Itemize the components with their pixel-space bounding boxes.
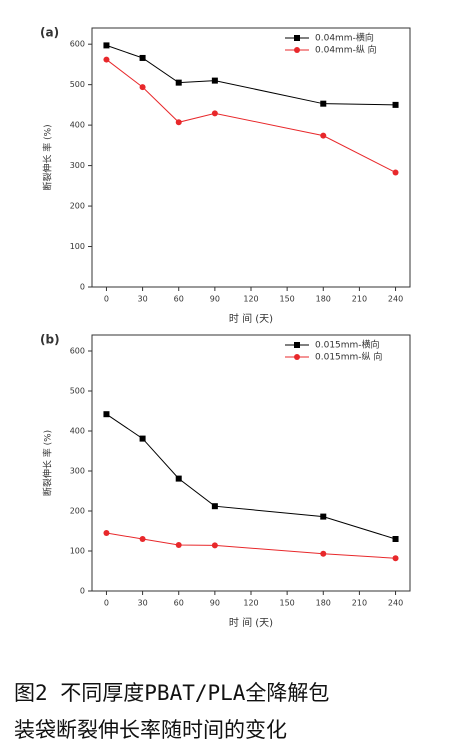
marker [392,555,399,562]
y-tick-label: 500 [70,387,85,396]
y-tick-label: 600 [70,347,85,356]
legend-label: 0.015mm-纵 向 [315,351,382,363]
marker [392,169,399,176]
x-tick-label: 60 [174,295,184,304]
panel-label: (b) [40,333,60,347]
x-tick-label: 90 [210,599,220,608]
caption-line: 装袋断裂伸长率随时间的变化 [14,718,287,742]
marker [211,503,218,510]
x-tick-label: 0 [104,599,109,608]
y-tick-label: 400 [70,121,85,130]
marker [139,435,146,442]
marker [175,119,182,126]
marker [139,84,146,91]
marker [211,77,218,84]
x-tick-label: 60 [174,599,184,608]
marker [320,132,327,139]
marker [175,475,182,482]
legend-marker [294,342,300,348]
y-tick-label: 200 [70,202,85,211]
marker [139,536,146,542]
marker [103,42,110,49]
marker [320,550,327,557]
y-tick-label: 600 [70,40,85,49]
legend-marker [294,47,300,53]
x-tick-label: 240 [388,295,403,304]
plot-frame [91,334,411,592]
x-tick-label: 90 [210,295,220,304]
x-axis-label: 时 间 (天) [229,312,273,325]
legend-label: 0.04mm-纵 向 [315,44,377,56]
marker [320,100,327,107]
legend-marker [294,354,300,360]
x-axis-label: 时 间 (天) [229,616,273,629]
plot-frame [91,27,411,288]
y-tick-label: 400 [70,427,85,436]
legend-marker [294,35,300,41]
x-tick-label: 30 [137,599,147,608]
x-tick-label: 30 [137,295,147,304]
x-tick-label: 0 [104,295,109,304]
marker [175,79,182,86]
marker [103,411,110,418]
marker [211,542,218,549]
y-tick-label: 200 [70,507,85,516]
y-tick-label: 500 [70,80,85,89]
caption-line: 图2 不同厚度PBAT/PLA全降解包 [14,681,329,705]
y-tick-label: 0 [80,587,85,596]
series-line [106,59,396,173]
x-tick-label: 150 [279,599,294,608]
y-tick-label: 100 [70,547,85,556]
y-tick-label: 300 [70,161,85,170]
marker [103,56,110,63]
legend-label: 0.04mm-横向 [315,32,374,44]
series-line [106,413,396,540]
y-tick-label: 0 [80,283,85,292]
y-tick-label: 300 [70,467,85,476]
marker [139,54,146,61]
panel-label: (a) [40,26,59,40]
x-tick-label: 120 [243,599,258,608]
x-tick-label: 180 [316,599,331,608]
marker [392,101,399,108]
series-line [106,532,396,559]
x-tick-label: 180 [316,295,331,304]
series-line [106,44,396,106]
marker [320,513,327,520]
x-tick-label: 210 [352,599,367,608]
x-tick-label: 210 [352,295,367,304]
x-tick-label: 150 [279,295,294,304]
marker [103,530,110,536]
marker [392,536,399,542]
x-tick-label: 240 [388,599,403,608]
marker [175,542,182,548]
x-tick-label: 120 [243,295,258,304]
y-axis-label: 断裂伸长 率 (%) [42,430,54,496]
y-tick-label: 100 [70,242,85,251]
marker [211,110,218,117]
legend-label: 0.015mm-横向 [315,339,380,351]
y-axis-label: 断裂伸长 率 (%) [42,124,54,190]
